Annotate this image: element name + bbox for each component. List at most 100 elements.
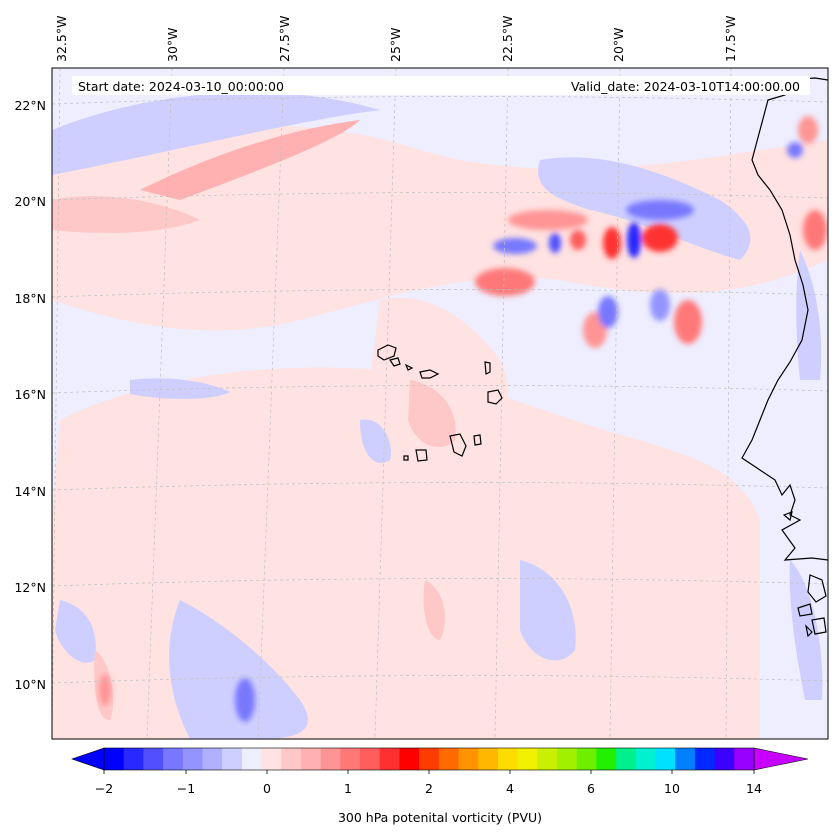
- map-panel: [52, 68, 828, 739]
- colorbar-segment: [281, 748, 302, 770]
- pv-minimum: [627, 222, 641, 258]
- colorbar-under-arrow: [71, 747, 105, 771]
- colorbar-segment: [557, 748, 578, 770]
- colorbar-segment: [320, 748, 341, 770]
- lat-label: 22°N: [14, 98, 46, 113]
- coastline: [741, 77, 828, 638]
- colorbar-tick-label: 14: [746, 781, 762, 796]
- colorbar-tick-label: 1: [344, 781, 352, 796]
- colorbar-segment: [596, 748, 617, 770]
- pv-maximum: [603, 227, 621, 259]
- colorbar-segment: [734, 748, 755, 770]
- colorbar-segment: [517, 748, 538, 770]
- pv-positive-streak: [423, 580, 445, 640]
- pv-negative-area: [52, 92, 380, 175]
- pv-negative-area: [55, 600, 96, 663]
- colorbar-segment: [438, 748, 460, 770]
- colorbar-segment: [261, 748, 282, 770]
- colorbar-tick-label: 4: [506, 781, 514, 796]
- lon-label: 20°W: [611, 27, 626, 62]
- map-frame: [51, 67, 829, 740]
- colorbar-tick-label: 2: [425, 781, 433, 796]
- pv-minimum: [235, 678, 255, 722]
- pv-positive-streak: [52, 196, 200, 233]
- pv-positive-streak: [140, 120, 360, 200]
- pv-negative-area: [169, 600, 308, 739]
- colorbar-segment: [537, 748, 558, 770]
- colorbar-segment: [104, 748, 125, 770]
- colorbar-segment: [616, 748, 637, 770]
- colorbar-segment: [300, 748, 322, 770]
- colorbar: [71, 747, 809, 774]
- lat-labels: 22°N 20°N 18°N 16°N 14°N 12°N 10°N: [14, 98, 46, 692]
- colorbar-tick-label: 6: [587, 781, 595, 796]
- colorbar-segment: [399, 748, 420, 770]
- colorbar-segment: [163, 748, 184, 770]
- lat-label: 18°N: [14, 291, 46, 306]
- colorbar-segment: [360, 748, 381, 770]
- pv-maximum: [508, 210, 588, 230]
- lon-label: 30°W: [165, 27, 180, 62]
- colorbar-segment: [576, 748, 597, 770]
- pv-maximum: [475, 268, 535, 296]
- colorbar-tick-label: −1: [177, 781, 195, 796]
- colorbar-segment: [478, 748, 499, 770]
- pv-maximum: [570, 230, 586, 250]
- header-box: [72, 76, 810, 95]
- pv-positive-streak: [408, 380, 456, 448]
- lon-label: 27.5°W: [277, 16, 292, 62]
- colorbar-segment: [714, 748, 735, 770]
- graticule: [52, 68, 828, 739]
- pv-maximum: [99, 674, 111, 706]
- colorbar-over-arrow: [753, 747, 809, 771]
- pv-maximum: [674, 300, 702, 344]
- africa-coastline: [741, 77, 828, 561]
- lon-labels: 32.5°W 30°W 27.5°W 25°W 22.5°W 20°W 17.5…: [54, 16, 738, 62]
- lon-label: 17.5°W: [723, 16, 738, 62]
- pv-minimum: [650, 289, 670, 321]
- pv-negative-area: [360, 419, 391, 464]
- lon-label: 32.5°W: [54, 16, 69, 62]
- pv-maximum: [798, 116, 818, 144]
- pv-minimum: [626, 200, 694, 220]
- colorbar-tick-label: 10: [664, 781, 680, 796]
- colorbar-segment: [419, 748, 440, 770]
- colorbar-segment: [182, 748, 203, 770]
- pv-negative-area: [130, 378, 230, 399]
- pv-maximum: [642, 224, 678, 252]
- lat-label: 20°N: [14, 194, 46, 209]
- pv-minimum: [787, 142, 803, 158]
- pv-negative-area: [789, 560, 823, 700]
- colorbar-segment: [123, 748, 144, 770]
- valid-date-label: Valid_date: 2024-03-10T14:00:00.00: [571, 79, 800, 94]
- colorbar-segment: [143, 748, 164, 770]
- pv-maximum: [803, 210, 827, 250]
- start-date-label: Start date: 2024-03-10_00:00:00: [78, 79, 284, 94]
- colorbar-segment: [694, 748, 716, 770]
- lat-label: 16°N: [14, 387, 46, 402]
- colorbar-segment: [655, 748, 676, 770]
- colorbar-segment: [222, 748, 243, 770]
- colorbar-segment: [241, 748, 263, 770]
- pv-minimum: [493, 238, 537, 254]
- lon-label: 22.5°W: [500, 16, 515, 62]
- colorbar-tick-label: −2: [95, 781, 113, 796]
- pv-minimum: [549, 233, 561, 253]
- colorbar-segment: [458, 748, 479, 770]
- colorbar-segment: [497, 748, 519, 770]
- colorbar-segment: [675, 748, 696, 770]
- lat-label: 12°N: [14, 580, 46, 595]
- pv-minimum: [598, 296, 618, 328]
- lat-label: 10°N: [14, 677, 46, 692]
- colorbar-segment: [340, 748, 361, 770]
- colorbar-label: 300 hPa potenital vorticity (PVU): [338, 810, 542, 825]
- lat-label: 14°N: [14, 484, 46, 499]
- colorbar-segment: [202, 748, 223, 770]
- colorbar-tick-label: 0: [263, 781, 271, 796]
- colorbar-segment: [635, 748, 657, 770]
- pv-field: [52, 92, 828, 739]
- pv-negative-area: [520, 560, 576, 661]
- colorbar-ticks: −2 −1 0 1 2 4 6 10 14: [95, 781, 762, 796]
- colorbar-segment: [379, 748, 400, 770]
